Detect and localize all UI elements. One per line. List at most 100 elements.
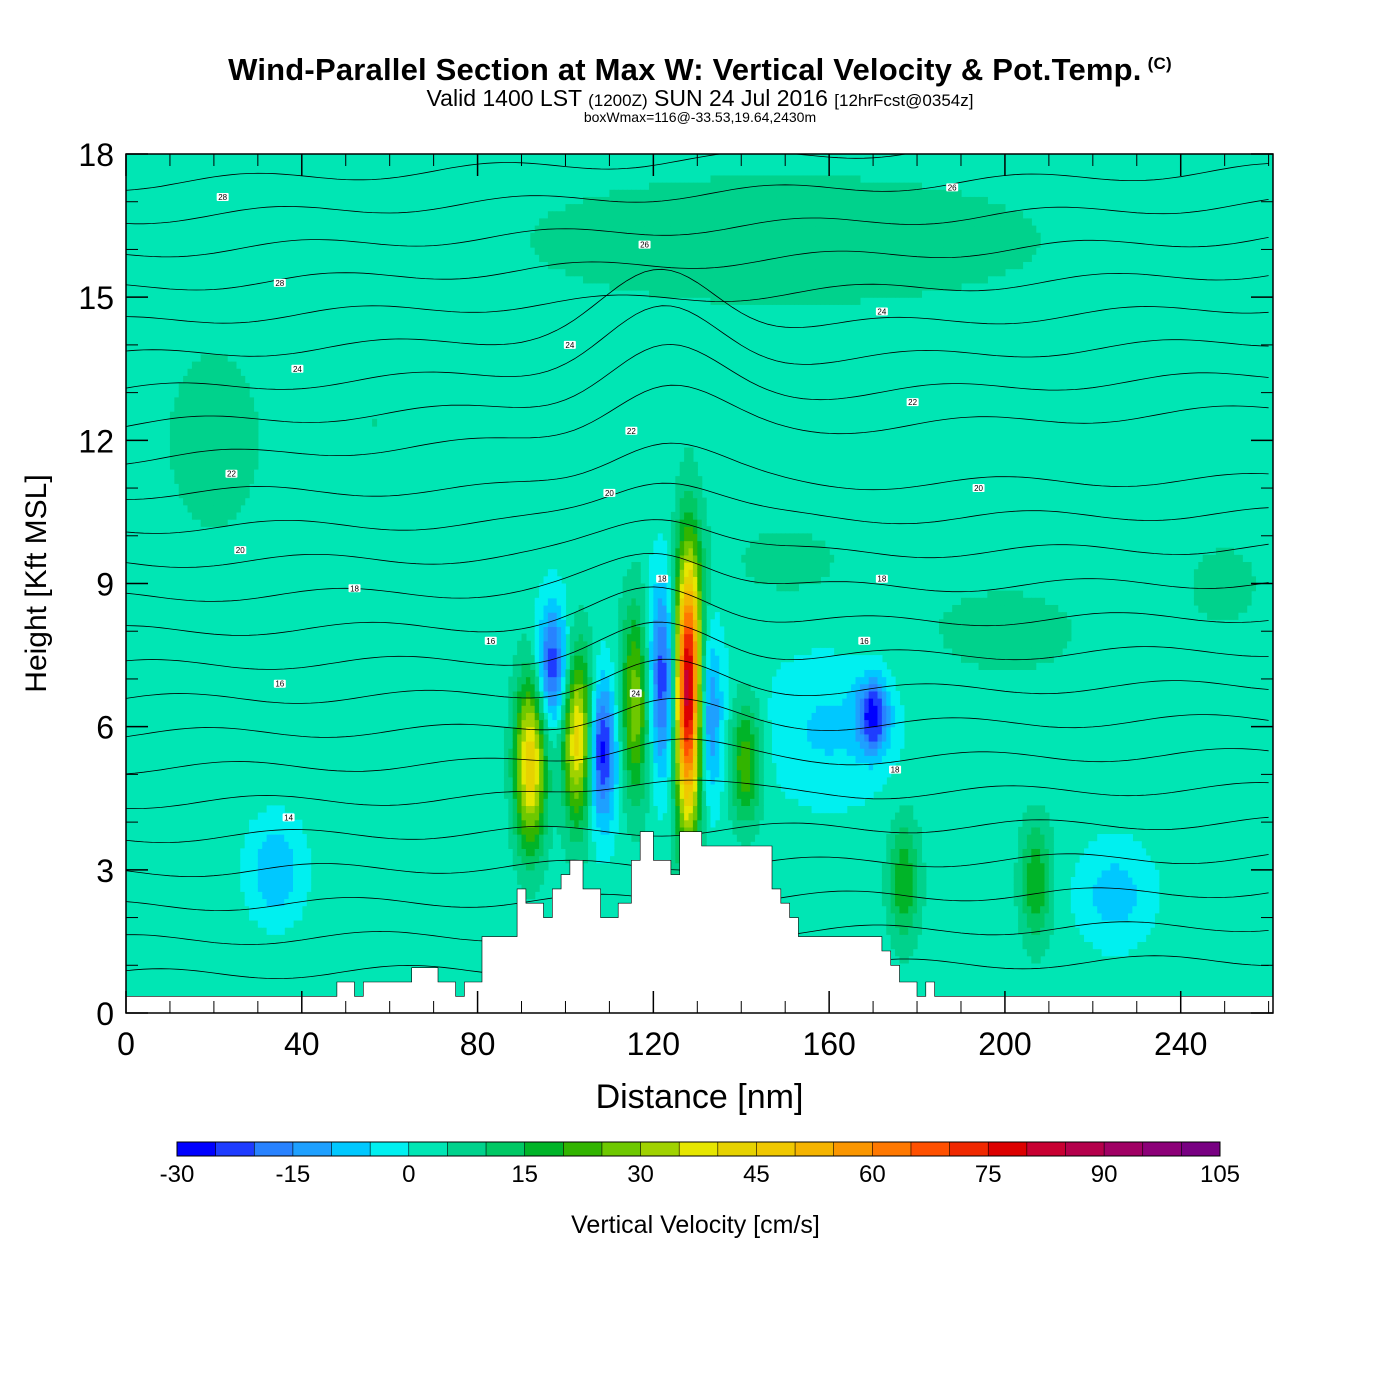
- velocity-cell: [231, 375, 237, 384]
- velocity-cell: [512, 662, 518, 670]
- velocity-cell: [833, 196, 839, 205]
- velocity-cell: [666, 282, 672, 291]
- velocity-cell: [820, 798, 826, 807]
- velocity-cell: [512, 798, 518, 807]
- velocity-cell: [899, 733, 905, 742]
- velocity-cell: [517, 812, 523, 821]
- velocity-cell: [833, 662, 839, 670]
- velocity-cell: [635, 282, 641, 291]
- velocity-cell: [262, 876, 268, 885]
- velocity-cell: [815, 655, 821, 663]
- velocity-cell: [675, 705, 681, 713]
- velocity-cell: [807, 211, 813, 220]
- velocity-cell: [249, 418, 255, 427]
- velocity-cell: [829, 755, 835, 764]
- velocity-cell: [837, 225, 843, 234]
- velocity-cell: [776, 275, 782, 284]
- velocity-cell: [600, 719, 606, 728]
- velocity-cell: [741, 733, 747, 742]
- velocity-cell: [736, 826, 742, 835]
- velocity-cell: [908, 834, 914, 842]
- velocity-cell: [701, 798, 707, 807]
- velocity-cell: [824, 254, 830, 262]
- velocity-cell: [789, 225, 795, 234]
- velocity-cell: [772, 175, 778, 184]
- velocity-cell: [842, 218, 848, 227]
- velocity-cell: [776, 705, 782, 713]
- velocity-cell: [750, 562, 756, 570]
- velocity-cell: [701, 569, 707, 577]
- velocity-cell: [688, 282, 694, 291]
- velocity-cell: [930, 282, 936, 291]
- velocity-cell: [679, 619, 685, 628]
- velocity-cell: [631, 698, 637, 706]
- velocity-cell: [855, 769, 861, 778]
- velocity-cell: [767, 562, 773, 570]
- velocity-cell: [701, 826, 707, 835]
- velocity-cell: [648, 211, 654, 220]
- velocity-cell: [279, 898, 285, 907]
- velocity-cell: [547, 819, 553, 828]
- velocity-cell: [895, 239, 901, 248]
- velocity-cell: [679, 748, 685, 756]
- velocity-cell: [301, 891, 307, 900]
- velocity-cell: [859, 275, 865, 284]
- velocity-cell: [253, 855, 259, 864]
- velocity-cell: [249, 461, 255, 470]
- velocity-cell: [815, 218, 821, 227]
- velocity-cell: [675, 719, 681, 728]
- velocity-cell: [859, 776, 865, 785]
- velocity-cell: [657, 182, 663, 191]
- velocity-cell: [517, 712, 523, 721]
- velocity-cell: [684, 705, 690, 713]
- velocity-cell: [710, 225, 716, 234]
- velocity-cell: [732, 819, 738, 828]
- velocity-cell: [851, 690, 857, 699]
- velocity-cell: [688, 275, 694, 284]
- velocity-cell: [644, 211, 650, 220]
- velocity-cell: [657, 569, 663, 577]
- velocity-cell: [644, 647, 650, 656]
- velocity-cell: [684, 504, 690, 513]
- velocity-cell: [899, 841, 905, 849]
- velocity-cell: [684, 769, 690, 778]
- velocity-cell: [855, 254, 861, 262]
- velocity-cell: [684, 740, 690, 749]
- velocity-cell: [552, 791, 558, 799]
- velocity-cell: [943, 275, 949, 284]
- velocity-cell: [543, 819, 549, 828]
- velocity-cell: [503, 726, 509, 735]
- velocity-cell: [297, 841, 303, 849]
- velocity-cell: [829, 669, 835, 678]
- velocity-cell: [815, 669, 821, 678]
- velocity-cell: [728, 175, 734, 184]
- velocity-cell: [758, 211, 764, 220]
- velocity-cell: [692, 196, 698, 205]
- velocity-cell: [200, 461, 206, 470]
- velocity-cell: [824, 569, 830, 577]
- velocity-cell: [521, 798, 527, 807]
- velocity-cell: [622, 776, 628, 785]
- velocity-cell: [754, 726, 760, 735]
- velocity-cell: [618, 604, 624, 613]
- velocity-cell: [552, 762, 558, 771]
- velocity-cell: [271, 898, 277, 907]
- velocity-cell: [196, 390, 202, 398]
- velocity-cell: [569, 841, 575, 849]
- velocity-cell: [534, 712, 540, 721]
- velocity-cell: [710, 196, 716, 205]
- velocity-cell: [754, 783, 760, 792]
- velocity-cell: [675, 604, 681, 613]
- velocity-cell: [209, 440, 215, 449]
- velocity-cell: [530, 805, 536, 814]
- velocity-cell: [583, 762, 589, 771]
- velocity-cell: [213, 461, 219, 470]
- velocity-cell: [191, 490, 197, 499]
- velocity-cell: [244, 476, 250, 484]
- velocity-cell: [174, 433, 180, 441]
- velocity-cell: [556, 612, 562, 620]
- velocity-cell: [587, 275, 593, 284]
- velocity-cell: [213, 426, 219, 434]
- velocity-cell: [868, 755, 874, 764]
- velocity-cell: [539, 583, 545, 592]
